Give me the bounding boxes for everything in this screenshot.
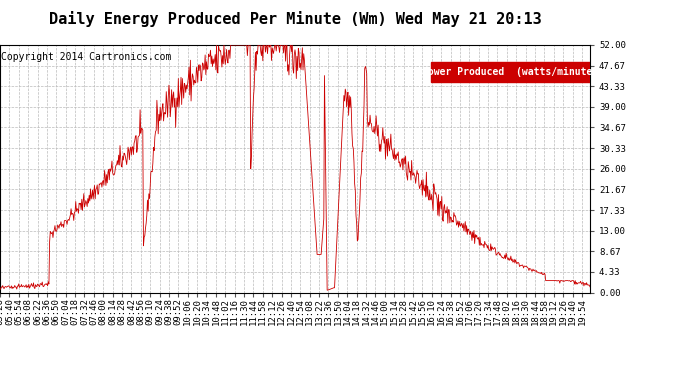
- Text: Daily Energy Produced Per Minute (Wm) Wed May 21 20:13: Daily Energy Produced Per Minute (Wm) We…: [49, 11, 542, 27]
- FancyBboxPatch shape: [431, 62, 590, 82]
- Text: Copyright 2014 Cartronics.com: Copyright 2014 Cartronics.com: [1, 53, 172, 62]
- Text: Power Produced  (watts/minute): Power Produced (watts/minute): [422, 67, 598, 77]
